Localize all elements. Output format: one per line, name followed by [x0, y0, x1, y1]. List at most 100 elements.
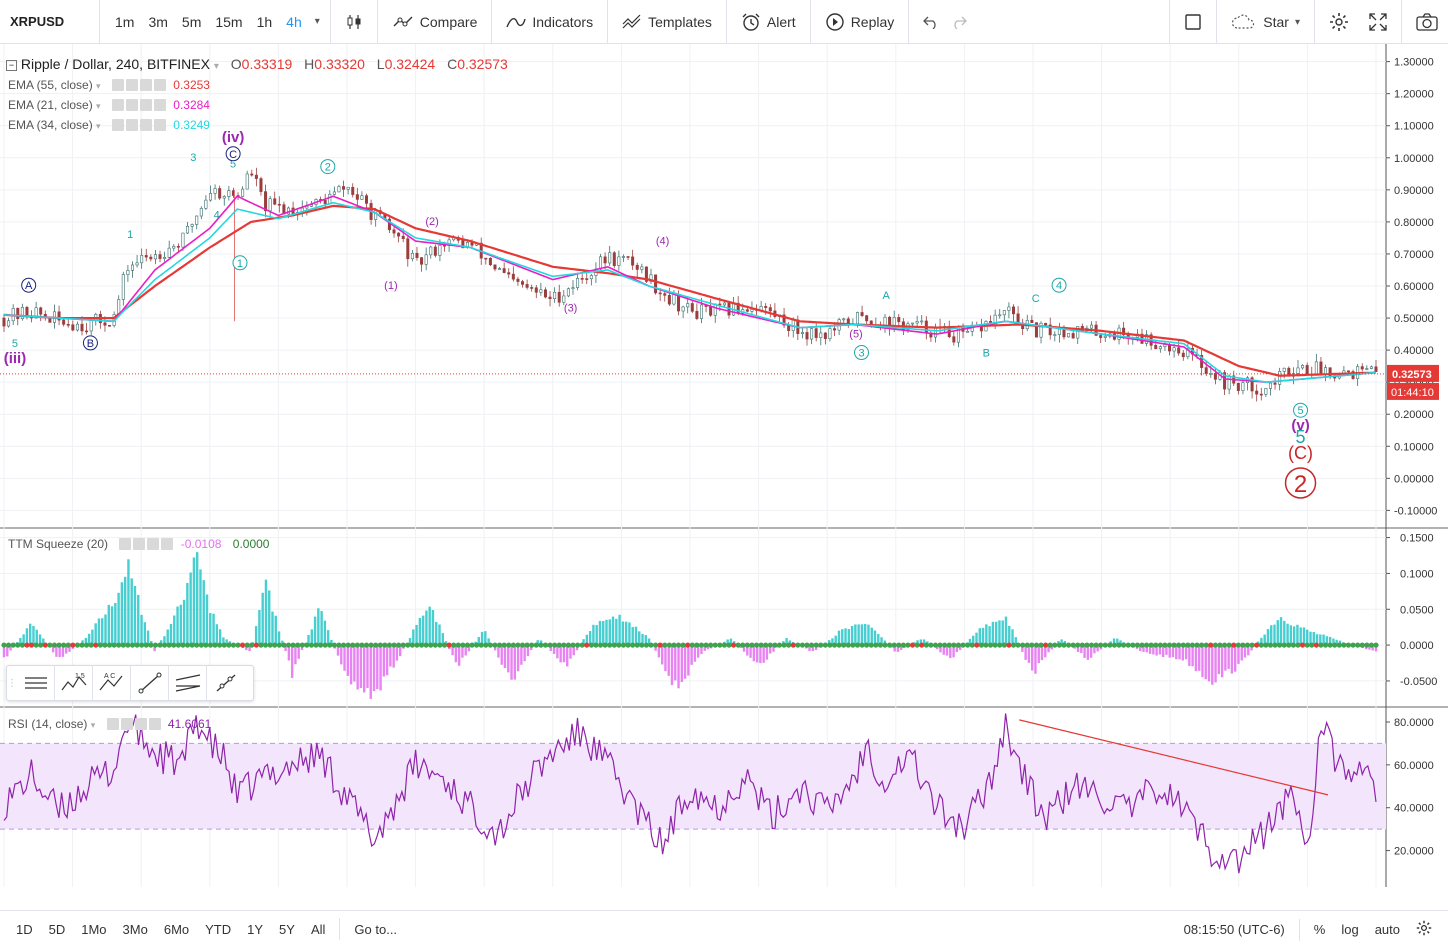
close-icon[interactable]	[153, 79, 166, 91]
range-3mo[interactable]: 3Mo	[122, 921, 148, 937]
rsi-tick-label: 80.0000	[1394, 717, 1434, 729]
clock-time[interactable]: 08:15:50 (UTC-6)	[1183, 922, 1285, 937]
settings-icon[interactable]	[139, 79, 152, 91]
close-icon[interactable]	[161, 538, 174, 550]
ttm-histogram-bar	[114, 602, 117, 646]
range-all[interactable]: All	[310, 921, 326, 937]
ray-tool[interactable]	[207, 666, 245, 700]
ema55-legend[interactable]: EMA (55, close) ▾ 0.3253	[8, 78, 210, 92]
drag-handle[interactable]: ⋮	[7, 677, 17, 689]
rsi-legend[interactable]: RSI (14, close) ▾ 41.6061	[8, 717, 211, 731]
settings-icon[interactable]	[139, 99, 152, 111]
range-5d[interactable]: 5D	[48, 921, 66, 937]
squeeze-dot	[171, 642, 177, 648]
indicators-button[interactable]: Indicators	[496, 0, 603, 44]
square-icon	[1185, 14, 1201, 30]
replay-button[interactable]: Replay	[815, 0, 905, 44]
squeeze-dot	[501, 642, 507, 648]
eye-icon[interactable]	[111, 119, 124, 131]
squeeze-dot	[496, 642, 503, 648]
interval-1m[interactable]: 1m	[115, 13, 135, 30]
interval-3m[interactable]: 3m	[148, 13, 168, 30]
elliott-impulse-tool[interactable]: 1 5	[55, 666, 93, 700]
goto-button[interactable]: Go to...	[354, 921, 398, 937]
eye-icon[interactable]	[111, 99, 124, 111]
ttm-histogram-bar	[985, 624, 988, 646]
chart-settings-button[interactable]	[1408, 920, 1440, 939]
eye-icon[interactable]	[119, 538, 132, 550]
legend-title[interactable]: Ripple / Dollar, 240, BITFINEX	[20, 56, 210, 72]
ema34-legend[interactable]: EMA (34, close) ▾ 0.3249	[8, 118, 210, 132]
chart-style-button[interactable]	[335, 0, 373, 44]
symbol-search[interactable]: XRPUSD	[0, 0, 100, 44]
interval-1h[interactable]: 1h	[256, 13, 273, 30]
squeeze-dot	[1254, 642, 1260, 648]
candle-body	[103, 322, 107, 326]
ttm-histogram-bar	[248, 645, 251, 652]
parallel-channel-tool[interactable]	[169, 666, 207, 700]
trend-line-tool[interactable]	[131, 666, 169, 700]
settings-icon[interactable]	[139, 119, 152, 131]
snapshot-button[interactable]	[1406, 0, 1448, 44]
auto-toggle[interactable]: auto	[1374, 922, 1400, 937]
alert-button[interactable]: Alert	[731, 0, 806, 44]
candle-body	[213, 188, 217, 194]
redo-button[interactable]	[949, 0, 977, 44]
gear-icon[interactable]	[133, 538, 146, 550]
ttm-histogram-bar	[104, 614, 107, 646]
gear-icon[interactable]	[125, 119, 138, 131]
ttm-histogram-bar	[513, 645, 517, 680]
ema21-legend[interactable]: EMA (21, close) ▾ 0.3284	[8, 98, 210, 112]
ttm-histogram-bar	[1044, 645, 1047, 658]
range-ytd[interactable]: YTD	[205, 921, 232, 937]
ttm-legend[interactable]: TTM Squeeze (20) -0.0108 0.0000	[8, 537, 269, 551]
elliott-correction-tool[interactable]: A C	[93, 666, 131, 700]
close-icon[interactable]	[148, 718, 161, 730]
candle-body	[7, 320, 11, 327]
ttm-histogram-bar	[1319, 634, 1322, 646]
range-6mo[interactable]: 6Mo	[163, 921, 190, 937]
range-1y[interactable]: 1Y	[247, 921, 264, 937]
gear-icon[interactable]	[120, 718, 133, 730]
ttm-histogram-bar	[520, 645, 523, 665]
interval-15m[interactable]: 15m	[215, 13, 243, 30]
undo-button[interactable]	[913, 0, 949, 44]
settings-icon[interactable]	[134, 718, 147, 730]
candle-body	[1273, 382, 1277, 385]
star-button[interactable]: Star ▾	[1221, 0, 1310, 44]
compare-button[interactable]: Compare	[382, 0, 488, 44]
interval-4h[interactable]: 4h	[286, 13, 302, 30]
horizontal-lines-tool[interactable]	[17, 666, 55, 700]
chart-area[interactable]: 1.30000 1.20000 1.10000 1.00000 0.90000 0.800…	[0, 44, 1448, 887]
chevron-down-icon[interactable]: ▾	[213, 61, 219, 72]
squeeze-dot	[5, 642, 12, 648]
price-tick-label: 0.10000	[1394, 441, 1434, 453]
candle-body	[144, 255, 148, 258]
eye-icon[interactable]	[111, 79, 124, 91]
gear-icon[interactable]	[125, 79, 138, 91]
interval-5m[interactable]: 5m	[181, 13, 202, 30]
chevron-down-icon[interactable]: ▾	[314, 16, 320, 27]
ttm-histogram-bar	[595, 625, 598, 646]
fullscreen-button[interactable]	[1359, 0, 1397, 44]
percent-toggle[interactable]: %	[1313, 922, 1326, 937]
close-icon[interactable]	[153, 119, 166, 131]
log-toggle[interactable]: log	[1341, 922, 1359, 937]
chart-canvas[interactable]: 1.30000 1.20000 1.10000 1.00000 0.90000 0.800…	[0, 44, 1448, 887]
range-1mo[interactable]: 1Mo	[81, 921, 107, 937]
range-1d[interactable]: 1D	[16, 921, 33, 937]
gear-icon[interactable]	[125, 99, 138, 111]
ttm-histogram-bar	[526, 645, 530, 657]
settings-icon[interactable]	[147, 538, 160, 550]
collapse-icon[interactable]: −	[6, 60, 17, 71]
settings-button[interactable]	[1319, 0, 1359, 44]
range-5y[interactable]: 5Y	[279, 921, 295, 937]
eye-icon[interactable]	[106, 718, 119, 730]
templates-button[interactable]: Templates	[612, 0, 722, 44]
squeeze-dot	[882, 642, 888, 648]
candle-body	[672, 294, 676, 305]
candle-body	[608, 252, 612, 264]
close-icon[interactable]	[153, 99, 166, 111]
ttm-histogram-bar	[454, 645, 458, 663]
fullscreen-layout-button[interactable]	[1174, 0, 1212, 44]
